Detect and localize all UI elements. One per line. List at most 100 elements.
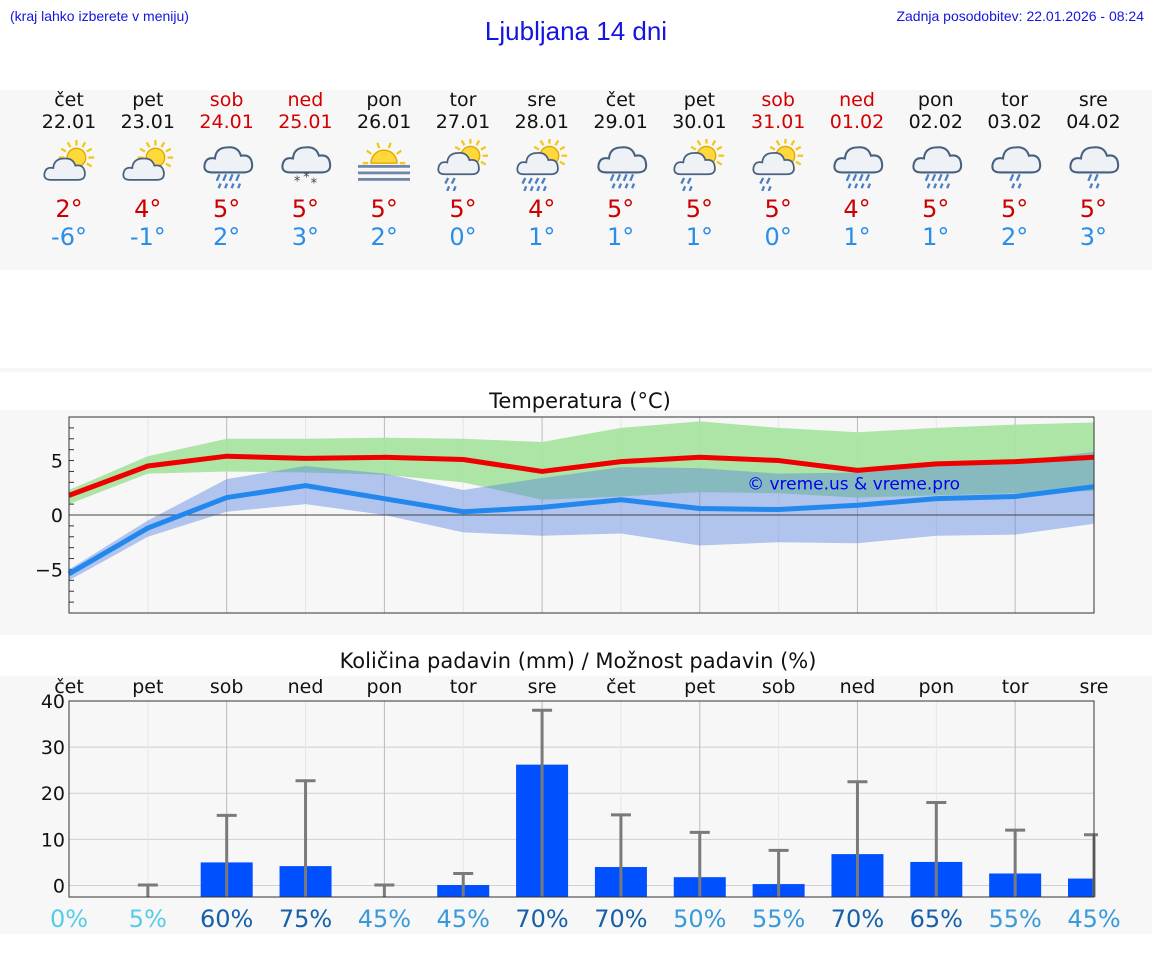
- forecast-day: čet 22.01 2° -6°: [19, 89, 119, 251]
- sun-cloud-light-rain-icon: [750, 138, 806, 192]
- min-temp: 1°: [528, 223, 556, 251]
- forecast-day: tor 27.01 5° 0°: [413, 89, 513, 251]
- day-date: 02.02: [908, 111, 963, 133]
- x-category-label: sre: [1080, 676, 1109, 698]
- svg-text:*: *: [311, 176, 318, 191]
- cloud-light-rain-icon: [987, 139, 1043, 191]
- separator: [0, 368, 1152, 372]
- precipitation-chance-label: 65%: [910, 905, 963, 933]
- day-name: pet: [683, 89, 715, 111]
- precipitation-chance-label: 0%: [50, 905, 88, 933]
- y-tick-label: 0: [51, 505, 63, 527]
- precipitation-chance-label: 50%: [673, 905, 726, 933]
- cloud-rain-icon: [199, 139, 255, 191]
- forecast-day: pon 26.01 5° 2°: [334, 89, 434, 251]
- watermark: © vreme.us & vreme.pro: [747, 474, 960, 494]
- forecast-day: pet 30.01 5° 1°: [649, 89, 749, 251]
- day-name: sob: [209, 89, 244, 111]
- day-name: sre: [1078, 89, 1108, 111]
- precipitation-chance-label: 70%: [831, 905, 884, 933]
- day-name: tor: [1001, 89, 1029, 111]
- min-temp: 2°: [370, 223, 398, 251]
- forecast-day: ned 01.02 4° 1°: [807, 89, 907, 251]
- max-temp: 5°: [764, 195, 792, 223]
- min-temp: 0°: [449, 223, 477, 251]
- min-temp-range-band: [69, 451, 1094, 581]
- page-title: Ljubljana 14 dni: [484, 16, 668, 46]
- max-temp: 5°: [449, 195, 477, 223]
- precipitation-chance-label: 45%: [437, 905, 490, 933]
- day-name: čet: [54, 89, 84, 111]
- precipitation-chance-label: 75%: [279, 905, 332, 933]
- temperature-chart-title: Temperatura (°C): [488, 389, 671, 413]
- min-temp: 0°: [764, 223, 792, 251]
- precipitation-chart-title: Količina padavin (mm) / Možnost padavin …: [340, 649, 817, 673]
- max-temp: 4°: [528, 195, 556, 223]
- cloud-rain-icon: [593, 139, 649, 191]
- cloud-light-rain-icon: [1065, 139, 1121, 191]
- x-category-label: pon: [918, 676, 954, 698]
- x-category-label: sre: [528, 676, 557, 698]
- precipitation-chance-label: 45%: [1067, 905, 1120, 933]
- day-date: 29.01: [593, 111, 648, 133]
- forecast-day: čet 29.01 5° 1°: [571, 89, 671, 251]
- max-temp: 5°: [606, 195, 635, 223]
- x-category-label: pet: [684, 676, 715, 698]
- sun-cloud-light-rain-icon: [435, 138, 491, 192]
- sun-cloud-icon: [41, 139, 97, 191]
- day-date: 01.02: [829, 111, 885, 133]
- svg-text:*: *: [294, 174, 301, 189]
- min-temp: 1°: [685, 223, 714, 251]
- forecast-day: pet 23.01 4° -1°: [98, 89, 198, 251]
- precipitation-chance-label: 45%: [358, 905, 411, 933]
- max-temp: 5°: [922, 195, 950, 223]
- sun-cloud-light-rain-icon: [671, 138, 727, 192]
- svg-text:*: *: [304, 171, 311, 186]
- day-date: 30.01: [672, 111, 727, 133]
- x-category-label: sob: [210, 676, 244, 698]
- cloud-rain-icon: [829, 139, 885, 191]
- location-hint: (kraj lahko izberete v meniju): [10, 8, 189, 24]
- y-tick-label: 10: [41, 829, 65, 851]
- max-temp: 4°: [843, 195, 871, 223]
- min-temp: 1°: [606, 223, 635, 251]
- day-date: 22.01: [41, 111, 97, 133]
- cloud-snow-icon: * * *: [277, 139, 333, 191]
- y-tick-label: 40: [41, 691, 65, 713]
- day-name: tor: [449, 89, 477, 111]
- precipitation-chance-label: 55%: [752, 905, 805, 933]
- x-category-label: čet: [54, 676, 84, 698]
- max-temp: 5°: [212, 195, 241, 223]
- min-temp: -6°: [51, 223, 87, 251]
- max-temp-range-band: [69, 421, 1094, 505]
- x-category-label: tor: [450, 676, 477, 698]
- day-date: 27.01: [435, 111, 491, 133]
- day-name: pet: [132, 89, 164, 111]
- y-tick-label: 0: [53, 875, 65, 897]
- day-name: ned: [287, 89, 324, 111]
- max-temp: 5°: [1079, 195, 1108, 223]
- day-name: sob: [761, 89, 795, 111]
- day-date: 26.01: [356, 111, 412, 133]
- precipitation-chance-label: 70%: [515, 905, 568, 933]
- sun-cloud-icon: [120, 139, 176, 191]
- day-name: pon: [366, 89, 403, 111]
- max-temp: 5°: [370, 195, 398, 223]
- x-category-label: tor: [1002, 676, 1029, 698]
- day-date: 23.01: [120, 111, 175, 133]
- x-category-label: pet: [132, 676, 163, 698]
- day-date: 24.01: [199, 111, 254, 133]
- y-tick-label: 20: [41, 783, 65, 805]
- daily-forecast-band: [0, 90, 1152, 270]
- precipitation-chance-label: 5%: [129, 905, 167, 933]
- y-tick-label: −5: [35, 559, 63, 581]
- min-temp: 2°: [1000, 223, 1029, 251]
- day-date: 03.02: [987, 111, 1042, 133]
- cloud-rain-icon: [908, 139, 964, 191]
- min-temp: 1°: [922, 223, 950, 251]
- plot-frame: [68, 416, 1095, 614]
- forecast-day: sre 04.02 5° 3°: [1043, 89, 1143, 251]
- sun-cloud-rain-icon: [514, 138, 570, 192]
- last-updated: Zadnja posodobitev: 22.01.2026 - 08:24: [896, 8, 1144, 24]
- forecast-day: tor 03.02 5° 2°: [965, 89, 1065, 251]
